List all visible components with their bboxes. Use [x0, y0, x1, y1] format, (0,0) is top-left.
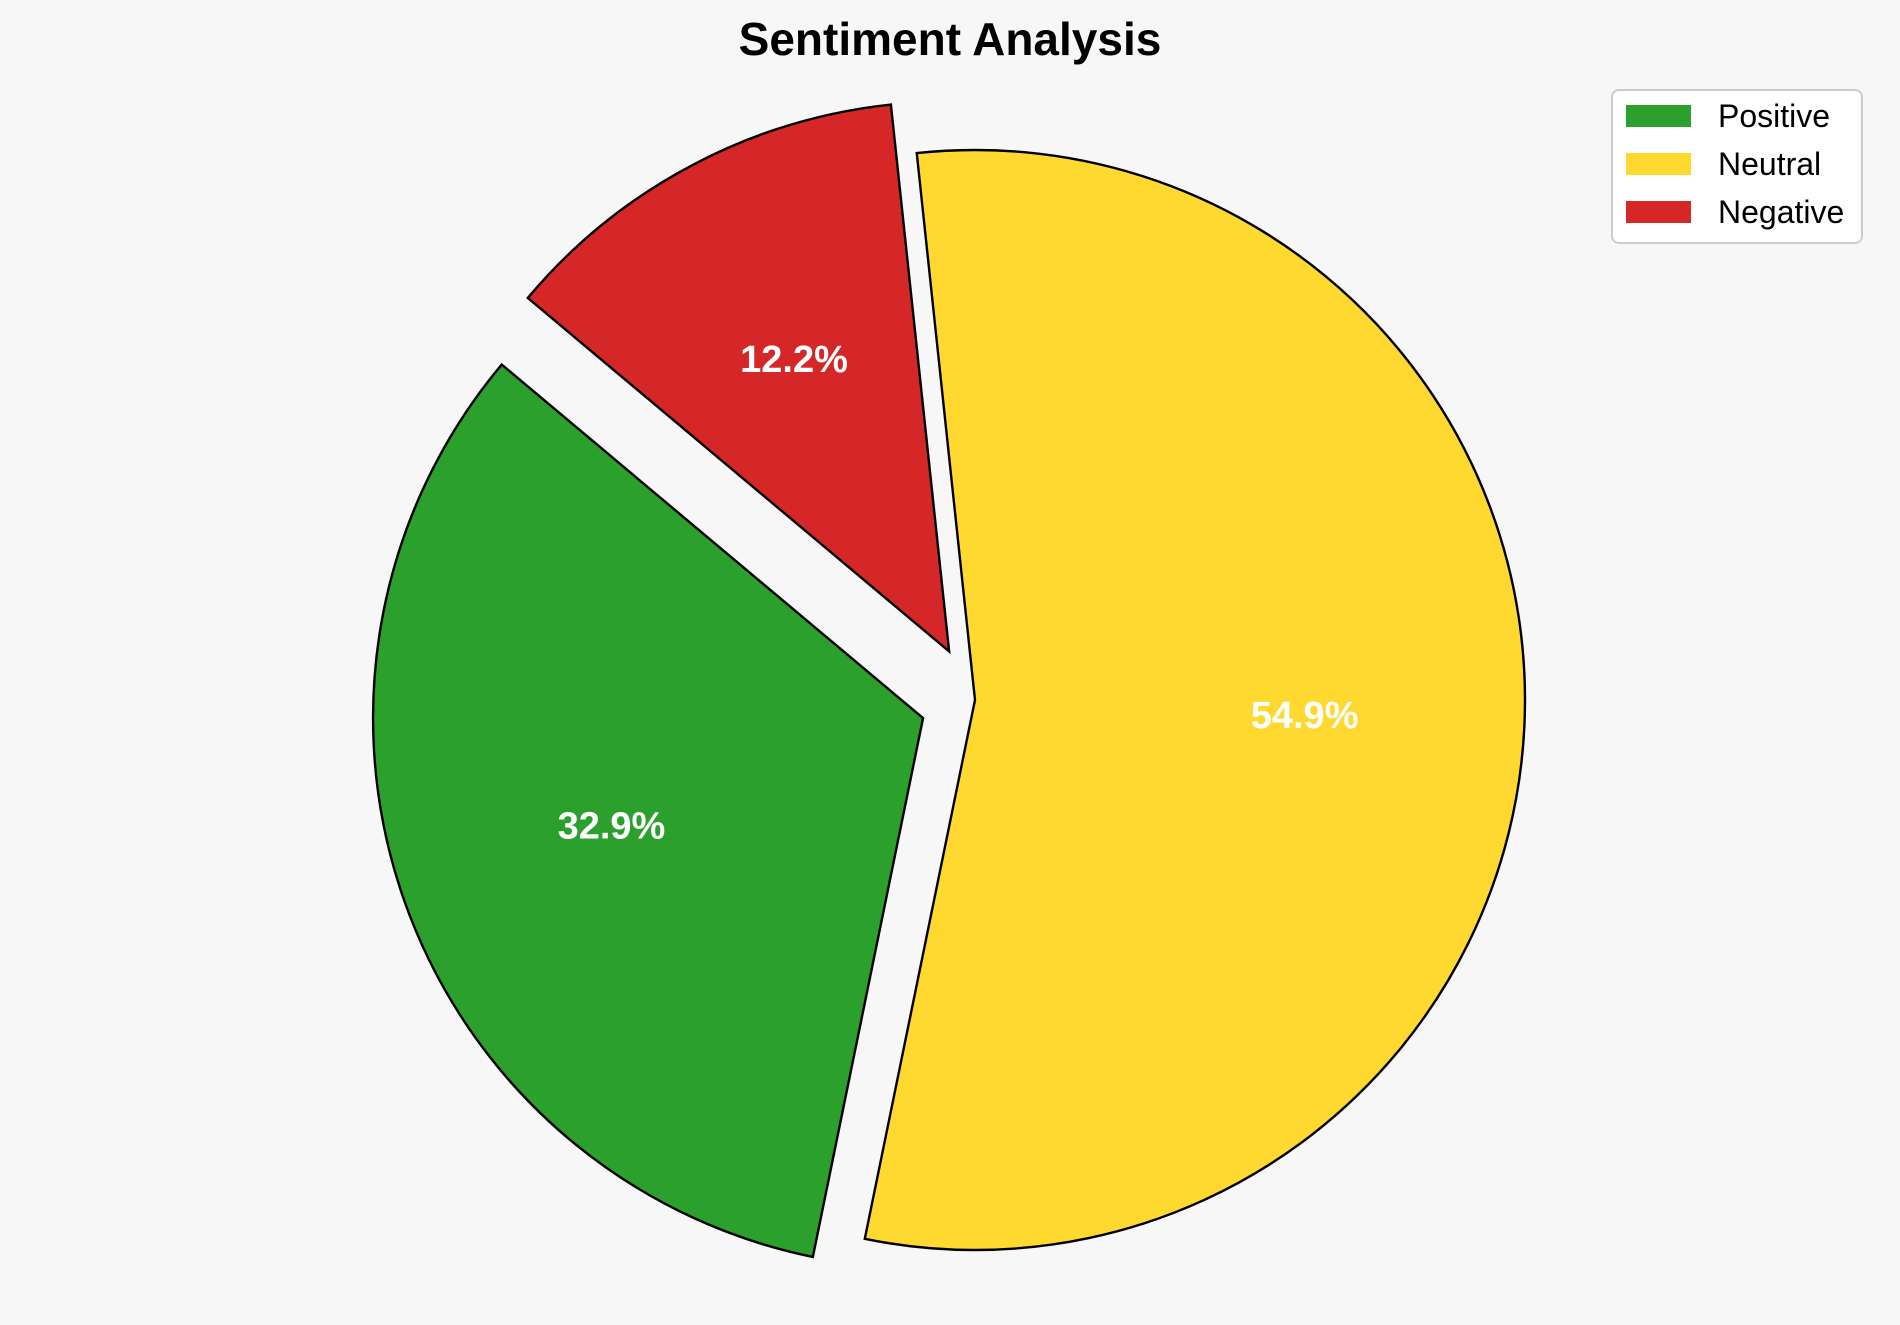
pie-slice-neutral [863, 148, 1527, 1252]
pie-slice-positive [371, 362, 925, 1259]
pie-slices [371, 103, 1527, 1259]
pie-label-neutral: 54.9% [1251, 695, 1359, 737]
legend-swatch-neutral [1626, 153, 1691, 175]
legend-label-negative: Negative [1718, 194, 1844, 230]
legend-label-neutral: Neutral [1718, 146, 1821, 182]
pie-label-positive: 32.9% [558, 806, 666, 848]
pie-label-negative: 12.2% [740, 339, 848, 381]
pie-percent-labels: 32.9% 54.9% 12.2% [558, 339, 1359, 848]
pie-slice-negative [526, 103, 951, 655]
legend-swatch-positive [1626, 105, 1691, 127]
legend-swatch-negative [1626, 201, 1691, 223]
legend-items: Positive Neutral Negative [1626, 98, 1844, 230]
chart-title: Sentiment Analysis [739, 13, 1162, 65]
legend: Positive Neutral Negative [1611, 89, 1863, 244]
legend-label-positive: Positive [1718, 98, 1830, 134]
